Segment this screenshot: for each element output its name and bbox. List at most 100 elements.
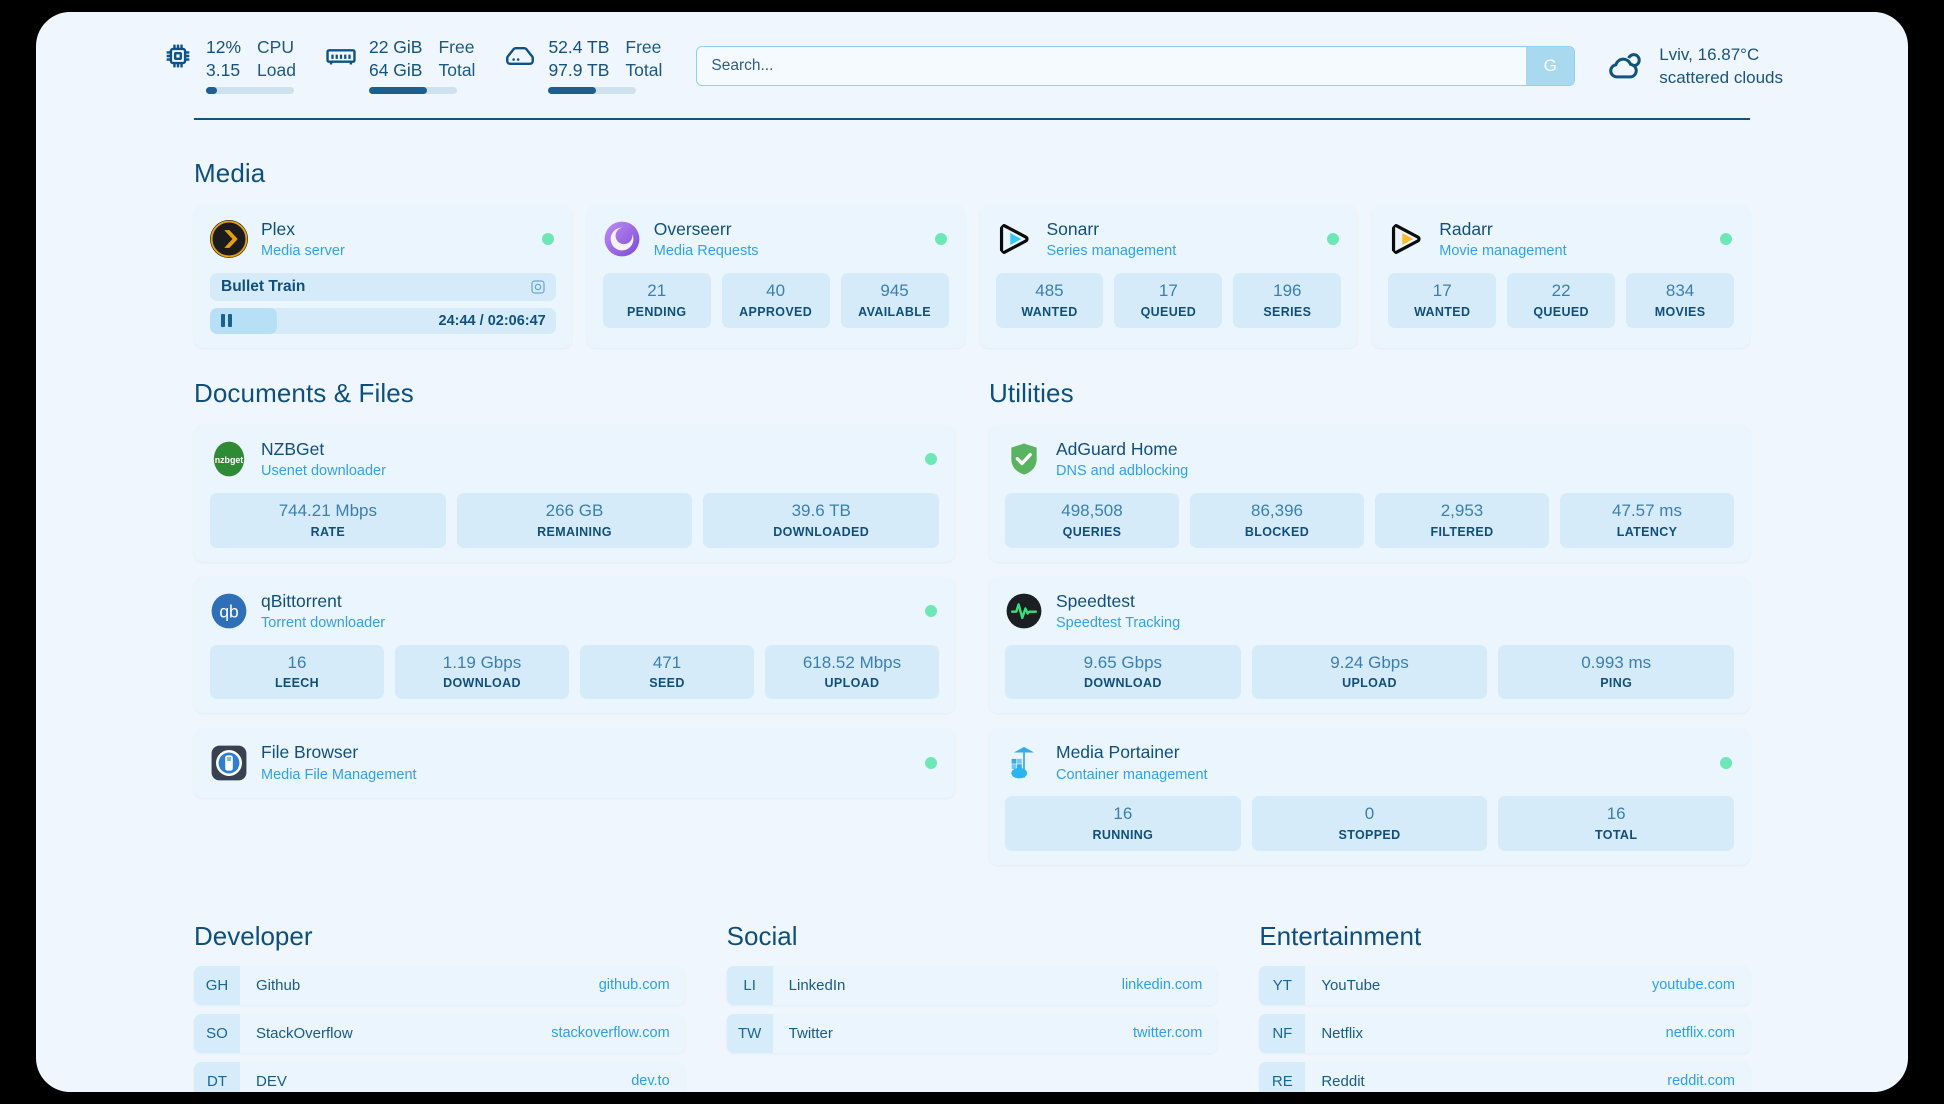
disk-progress-bar: [548, 87, 637, 95]
main-content: Media Plex Media server: [36, 120, 1908, 1092]
device-icon: [530, 279, 546, 295]
metric-value: 618.52 Mbps: [802, 652, 902, 672]
service-card-radarr[interactable]: Radarr Movie management 17 WANTED 22 QUE…: [1372, 205, 1750, 348]
metric-label: DOWNLOAD: [1083, 676, 1162, 691]
metric-value: 485: [1035, 280, 1064, 300]
bookmark-item[interactable]: RE Reddit reddit.com: [1259, 1061, 1750, 1092]
media-card-grid: Plex Media server Bullet Train: [194, 205, 1750, 348]
bookmark-group-entertainment: Entertainment YT YouTube youtube.com NF …: [1259, 921, 1750, 1092]
cpu-usage-value: 12%: [206, 36, 242, 57]
metric-value: 945: [880, 280, 909, 300]
metric: 9.24 Gbps UPLOAD: [1251, 644, 1488, 700]
metric: 21 PENDING: [602, 272, 711, 328]
adguard-icon: [1005, 440, 1043, 478]
service-card-sonarr[interactable]: Sonarr Series management 485 WANTED 17 Q…: [979, 205, 1358, 348]
bookmark-list: GH Github github.com SO StackOverflow st…: [194, 965, 685, 1092]
search-engine-button[interactable]: G: [1526, 47, 1575, 85]
sonarr-icon: [996, 220, 1034, 258]
metric: 86,396 BLOCKED: [1190, 492, 1364, 548]
cpu-label-top: CPU: [257, 36, 294, 57]
metric: 16 TOTAL: [1498, 796, 1735, 851]
header-bar: 12% 3.15 CPU Load: [36, 12, 1908, 120]
bookmark-item[interactable]: YT YouTube youtube.com: [1259, 965, 1750, 1005]
search-input[interactable]: [697, 47, 1527, 85]
search-area: G: [696, 46, 1576, 86]
header-divider: [194, 117, 1750, 120]
metric-label: UPLOAD: [1342, 676, 1397, 691]
metric-label: SERIES: [1263, 304, 1312, 319]
bookmark-group-title: Developer: [194, 920, 313, 951]
service-card-nzbget[interactable]: nzbget NZBGet Usenet downloader 74: [194, 424, 955, 562]
metric-value: 21: [647, 280, 667, 300]
metric: 2,953 FILTERED: [1375, 492, 1549, 548]
card-header: Overseerr Media Requests: [603, 218, 949, 261]
metric-value: 196: [1273, 280, 1302, 300]
metric-value: 2,953: [1440, 500, 1484, 520]
card-header: Plex Media server: [210, 218, 556, 261]
disk-label-bottom: Total: [625, 60, 663, 80]
metric-label: WANTED: [1414, 304, 1471, 319]
service-card-portainer[interactable]: Media Portainer Container management 16 …: [989, 728, 1750, 865]
status-indicator: [1327, 233, 1340, 246]
metric: 945 AVAILABLE: [840, 272, 949, 328]
dashboard-app: 12% 3.15 CPU Load: [36, 12, 1908, 1092]
bookmark-url: reddit.com: [1667, 1073, 1735, 1090]
stat-memory: 22 GiB 64 GiB Free Total: [324, 36, 475, 96]
service-name: File Browser: [261, 742, 359, 763]
bookmark-url: github.com: [598, 977, 670, 994]
bookmark-item[interactable]: DT DEV dev.to: [194, 1061, 685, 1092]
metric: 39.6 TB DOWNLOADED: [703, 492, 940, 548]
bookmark-url: dev.to: [631, 1073, 670, 1090]
metric: 1.19 Gbps DOWNLOAD: [395, 644, 569, 700]
metric: 9.65 Gbps DOWNLOAD: [1005, 644, 1241, 700]
bookmark-badge: YT: [1259, 965, 1306, 1005]
bookmark-name: Netflix: [1321, 1024, 1364, 1042]
documents-card-stack: nzbget NZBGet Usenet downloader 74: [194, 424, 955, 799]
disk-icon: [503, 39, 537, 73]
service-name: Overseerr: [653, 219, 732, 239]
service-card-adguard[interactable]: AdGuard Home DNS and adblocking 498,508 …: [989, 424, 1750, 562]
metric-value: 17: [1432, 280, 1452, 300]
metrics-row: 9.65 Gbps DOWNLOAD 9.24 Gbps UPLOAD 0.99…: [1005, 644, 1735, 700]
service-name: qBittorrent: [261, 590, 342, 611]
bookmark-item[interactable]: TW Twitter twitter.com: [726, 1013, 1218, 1053]
metric-value: 498,508: [1061, 500, 1123, 520]
service-subtitle: Torrent downloader: [261, 615, 386, 631]
metric-label: TOTAL: [1595, 827, 1638, 842]
metric-label: AVAILABLE: [858, 304, 931, 319]
service-card-plex[interactable]: Plex Media server Bullet Train: [194, 205, 572, 348]
bookmark-name: LinkedIn: [788, 976, 846, 994]
metric-label: PING: [1600, 676, 1633, 691]
bookmark-item[interactable]: SO StackOverflow stackoverflow.com: [194, 1013, 685, 1053]
service-card-qbittorrent[interactable]: qb qBittorrent Torrent downloader: [194, 576, 955, 714]
bookmarks-section: Developer GH Github github.com SO StackO…: [194, 921, 1750, 1092]
now-playing-bar[interactable]: Bullet Train: [210, 272, 556, 301]
service-subtitle: Media File Management: [261, 766, 417, 783]
service-card-filebrowser[interactable]: File Browser Media File Management: [194, 728, 955, 799]
metric: 834 MOVIES: [1626, 272, 1735, 328]
pause-icon[interactable]: [221, 314, 232, 328]
metric-value: 0: [1364, 804, 1375, 824]
metric: 471 SEED: [580, 644, 754, 700]
status-indicator: [934, 233, 947, 246]
bookmark-item[interactable]: NF Netflix netflix.com: [1259, 1013, 1750, 1053]
playback-progress-bar[interactable]: 24:44 / 02:06:47: [210, 307, 556, 334]
section-title-utilities: Utilities: [989, 377, 1074, 408]
bookmark-name: Github: [256, 976, 301, 994]
service-card-overseerr[interactable]: Overseerr Media Requests 21 PENDING 40 A…: [586, 205, 965, 348]
section-utilities: Utilities AdGuard Home: [989, 378, 1750, 865]
search-box[interactable]: G: [696, 46, 1576, 86]
status-indicator: [925, 453, 937, 466]
metric-label: QUERIES: [1062, 524, 1122, 539]
bookmark-item[interactable]: LI LinkedIn linkedin.com: [726, 965, 1218, 1005]
bookmark-name: Reddit: [1321, 1072, 1365, 1090]
bookmark-item[interactable]: GH Github github.com: [194, 965, 685, 1005]
playback-time: 24:44 / 02:06:47: [438, 312, 546, 329]
bookmark-url: stackoverflow.com: [551, 1025, 670, 1042]
cpu-icon: [161, 39, 195, 73]
bookmark-badge: SO: [194, 1013, 240, 1053]
metric-label: PENDING: [627, 304, 687, 319]
service-card-speedtest[interactable]: Speedtest Speedtest Tracking 9.65 Gbps D…: [989, 576, 1750, 714]
metric: 40 APPROVED: [721, 272, 830, 328]
metric-value: 266 GB: [545, 500, 604, 520]
